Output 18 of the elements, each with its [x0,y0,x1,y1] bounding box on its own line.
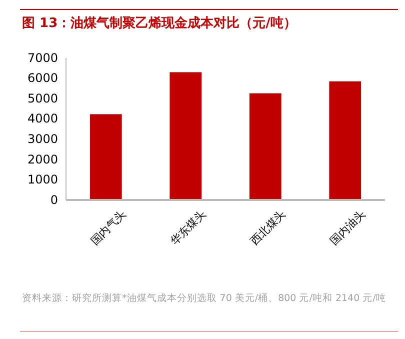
bar [249,93,282,200]
y-tick-label: 5000 [27,91,58,106]
x-tick-label: 国内油头 [328,208,368,248]
y-tick-label: 7000 [27,50,58,65]
y-tick-label: 0 [50,192,58,207]
y-tick-label: 6000 [27,71,58,86]
chart-title: 图 13：油煤气制聚乙烯现金成本对比（元/吨） [22,15,296,32]
y-tick-label: 2000 [27,152,58,166]
y-tick-label: 4000 [27,112,58,126]
x-tick-label: 华东煤头 [168,208,208,248]
x-tick-label: 西北煤头 [248,208,288,248]
x-tick-label: 国内气头 [88,208,129,248]
bar [170,72,202,200]
text: 资料来源：研究所测算*油煤气成本分别选取 70 美元/桶、800 元/吨和 2140 元/吨 [22,292,387,306]
y-tick-label: 3000 [27,132,58,146]
y-tick-label: 1000 [27,172,58,187]
bar [329,81,362,200]
bar [90,114,122,200]
